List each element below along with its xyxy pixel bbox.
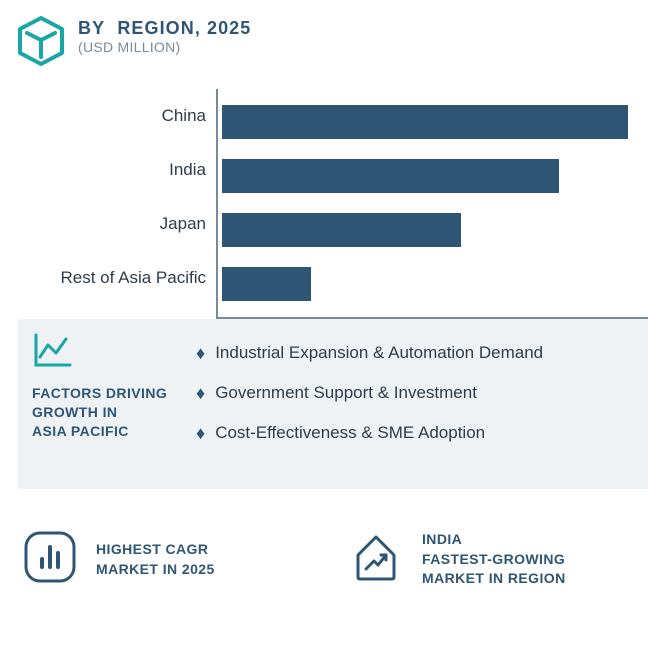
chart-bar-row xyxy=(222,257,648,311)
card-text: INDIA FASTEST-GROWING MARKET IN REGION xyxy=(422,530,566,589)
chart-bar xyxy=(222,159,559,193)
diamond-bullet-icon: ♦ xyxy=(196,424,205,442)
factor-text: Cost-Effectiveness & SME Adoption xyxy=(215,423,485,443)
card-line: MARKET IN REGION xyxy=(422,569,566,589)
factor-text: Industrial Expansion & Automation Demand xyxy=(215,343,543,363)
factors-title: FACTORS DRIVING GROWTH IN ASIA PACIFIC xyxy=(32,384,196,441)
factor-item: ♦ Government Support & Investment xyxy=(196,383,634,403)
chart-bar-row xyxy=(222,149,648,203)
chart-bar xyxy=(222,213,461,247)
title-main: REGION, 2025 xyxy=(117,18,251,38)
chart-category-labels: ChinaIndiaJapanRest of Asia Pacific xyxy=(18,89,216,319)
chart-bars xyxy=(216,89,648,319)
chart-category-label: Rest of Asia Pacific xyxy=(18,251,216,305)
factors-title-line1: FACTORS DRIVING xyxy=(32,385,167,401)
card-line: INDIA xyxy=(422,530,566,550)
factor-item: ♦ Industrial Expansion & Automation Deman… xyxy=(196,343,634,363)
house-growth-icon xyxy=(348,529,404,590)
chart-bar-row xyxy=(222,203,648,257)
card-line: FASTEST-GROWING xyxy=(422,550,566,570)
factors-title-line3: ASIA PACIFIC xyxy=(32,423,129,439)
factor-item: ♦ Cost-Effectiveness & SME Adoption xyxy=(196,423,634,443)
page-title: BY REGION, 2025 xyxy=(78,18,251,39)
card-text: HIGHEST CAGR MARKET IN 2025 xyxy=(96,540,215,579)
card-line: MARKET IN 2025 xyxy=(96,560,215,580)
highest-cagr-card: HIGHEST CAGR MARKET IN 2025 xyxy=(22,529,318,590)
line-chart-icon xyxy=(32,331,196,374)
diamond-bullet-icon: ♦ xyxy=(196,384,205,402)
chart-bar-row xyxy=(222,95,648,149)
page-subtitle: (USD MILLION) xyxy=(78,39,251,55)
cube-hex-icon xyxy=(18,16,64,71)
fastest-growing-card: INDIA FASTEST-GROWING MARKET IN REGION xyxy=(348,529,644,590)
card-line: HIGHEST CAGR xyxy=(96,540,215,560)
growth-factors-panel: FACTORS DRIVING GROWTH IN ASIA PACIFIC ♦… xyxy=(18,319,648,489)
factors-title-line2: GROWTH IN xyxy=(32,404,117,420)
chart-bar xyxy=(222,267,311,301)
bar-stat-icon xyxy=(22,529,78,590)
diamond-bullet-icon: ♦ xyxy=(196,344,205,362)
region-bar-chart: ChinaIndiaJapanRest of Asia Pacific xyxy=(18,89,648,319)
factor-text: Government Support & Investment xyxy=(215,383,477,403)
chart-category-label: India xyxy=(18,143,216,197)
chart-category-label: China xyxy=(18,89,216,143)
chart-category-label: Japan xyxy=(18,197,216,251)
factors-list: ♦ Industrial Expansion & Automation Deman… xyxy=(196,331,634,463)
header: BY REGION, 2025 (USD MILLION) xyxy=(18,16,648,71)
chart-bar xyxy=(222,105,628,139)
summary-cards-row: HIGHEST CAGR MARKET IN 2025 INDIA FASTES… xyxy=(18,529,648,590)
title-prefix: BY xyxy=(78,18,105,38)
title-block: BY REGION, 2025 (USD MILLION) xyxy=(78,16,251,55)
